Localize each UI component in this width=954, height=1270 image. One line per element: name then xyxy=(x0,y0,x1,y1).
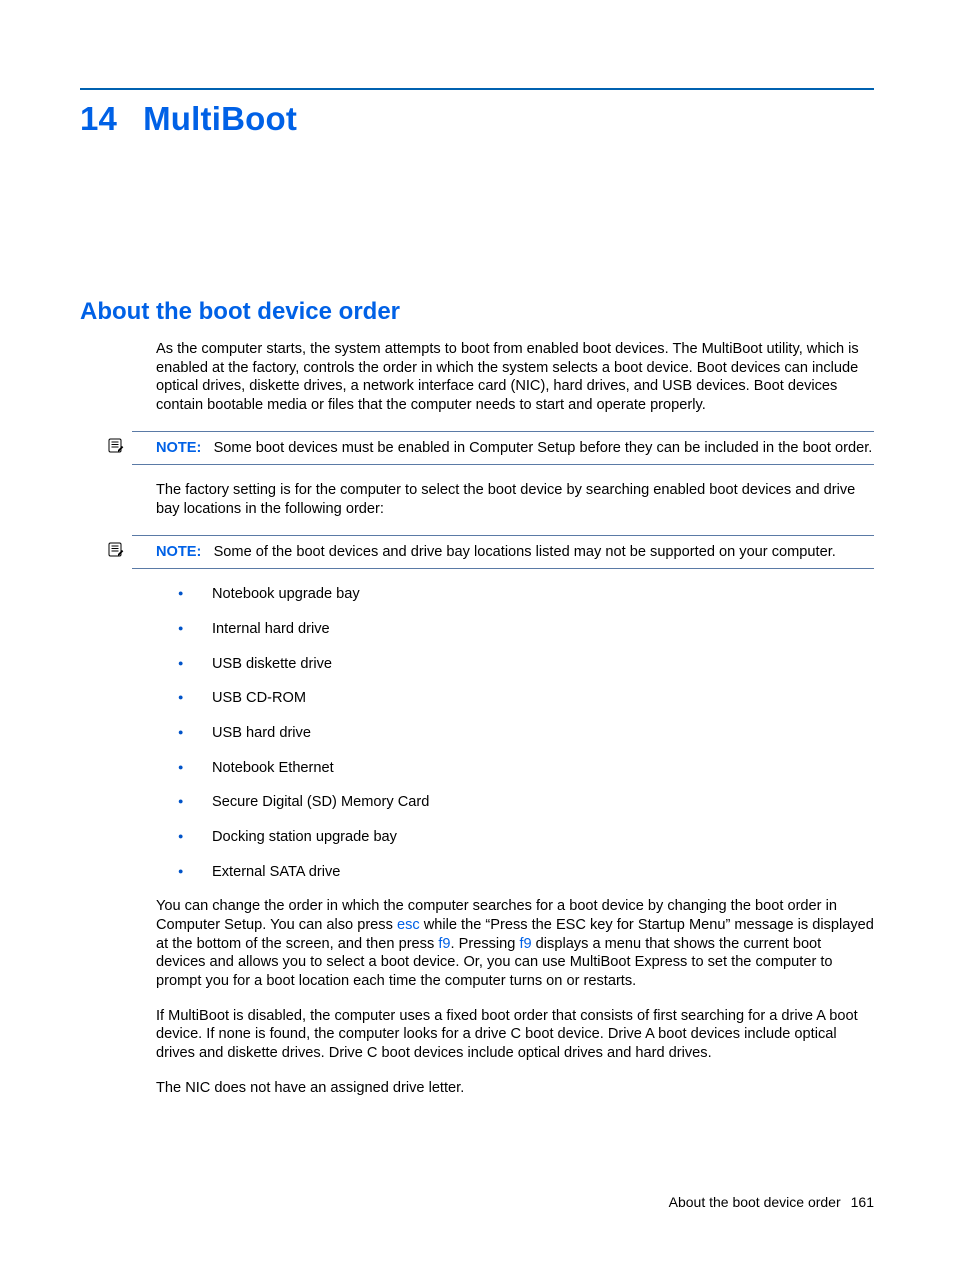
chapter-heading: 14 MultiBoot xyxy=(80,100,874,138)
list-item: Notebook upgrade bay xyxy=(156,585,874,604)
note-box-2: NOTE: Some of the boot devices and drive… xyxy=(132,535,874,570)
note-icon xyxy=(108,438,124,459)
key-f9: f9 xyxy=(438,936,450,952)
note-content-1: NOTE: Some boot devices must be enabled … xyxy=(156,439,874,458)
text-segment: . Pressing xyxy=(451,936,520,952)
page-footer: About the boot device order 161 xyxy=(669,1194,874,1210)
chapter-number: 14 xyxy=(80,100,117,138)
disabled-paragraph: If MultiBoot is disabled, the computer u… xyxy=(156,1007,874,1063)
key-esc: esc xyxy=(397,917,420,933)
note-content-2: NOTE: Some of the boot devices and drive… xyxy=(156,543,874,562)
document-page: 14 MultiBoot About the boot device order… xyxy=(0,0,954,1270)
list-item: Notebook Ethernet xyxy=(156,759,874,778)
factory-paragraph-block: The factory setting is for the computer … xyxy=(156,481,874,518)
key-f9: f9 xyxy=(519,936,531,952)
boot-device-list: Notebook upgrade bay Internal hard drive… xyxy=(156,585,874,881)
note-text: Some of the boot devices and drive bay l… xyxy=(214,544,836,560)
bullets-block: Notebook upgrade bay Internal hard drive… xyxy=(156,585,874,1097)
intro-paragraph-block: As the computer starts, the system attem… xyxy=(156,340,874,415)
note-label: NOTE: xyxy=(156,440,201,456)
list-item: External SATA drive xyxy=(156,863,874,882)
factory-paragraph: The factory setting is for the computer … xyxy=(156,481,874,518)
change-order-paragraph: You can change the order in which the co… xyxy=(156,897,874,990)
footer-text: About the boot device order xyxy=(669,1194,841,1210)
list-item: USB hard drive xyxy=(156,724,874,743)
list-item: USB CD-ROM xyxy=(156,689,874,708)
section-heading: About the boot device order xyxy=(80,298,874,326)
note-text: Some boot devices must be enabled in Com… xyxy=(214,440,873,456)
chapter-rule xyxy=(80,88,874,90)
note-icon xyxy=(108,542,124,563)
intro-paragraph: As the computer starts, the system attem… xyxy=(156,340,874,415)
list-item: USB diskette drive xyxy=(156,655,874,674)
list-item: Docking station upgrade bay xyxy=(156,828,874,847)
nic-paragraph: The NIC does not have an assigned drive … xyxy=(156,1079,874,1098)
list-item: Internal hard drive xyxy=(156,620,874,639)
page-number: 161 xyxy=(851,1194,874,1210)
note-box-1: NOTE: Some boot devices must be enabled … xyxy=(132,431,874,466)
list-item: Secure Digital (SD) Memory Card xyxy=(156,793,874,812)
note-label: NOTE: xyxy=(156,544,201,560)
chapter-title: MultiBoot xyxy=(143,100,297,138)
